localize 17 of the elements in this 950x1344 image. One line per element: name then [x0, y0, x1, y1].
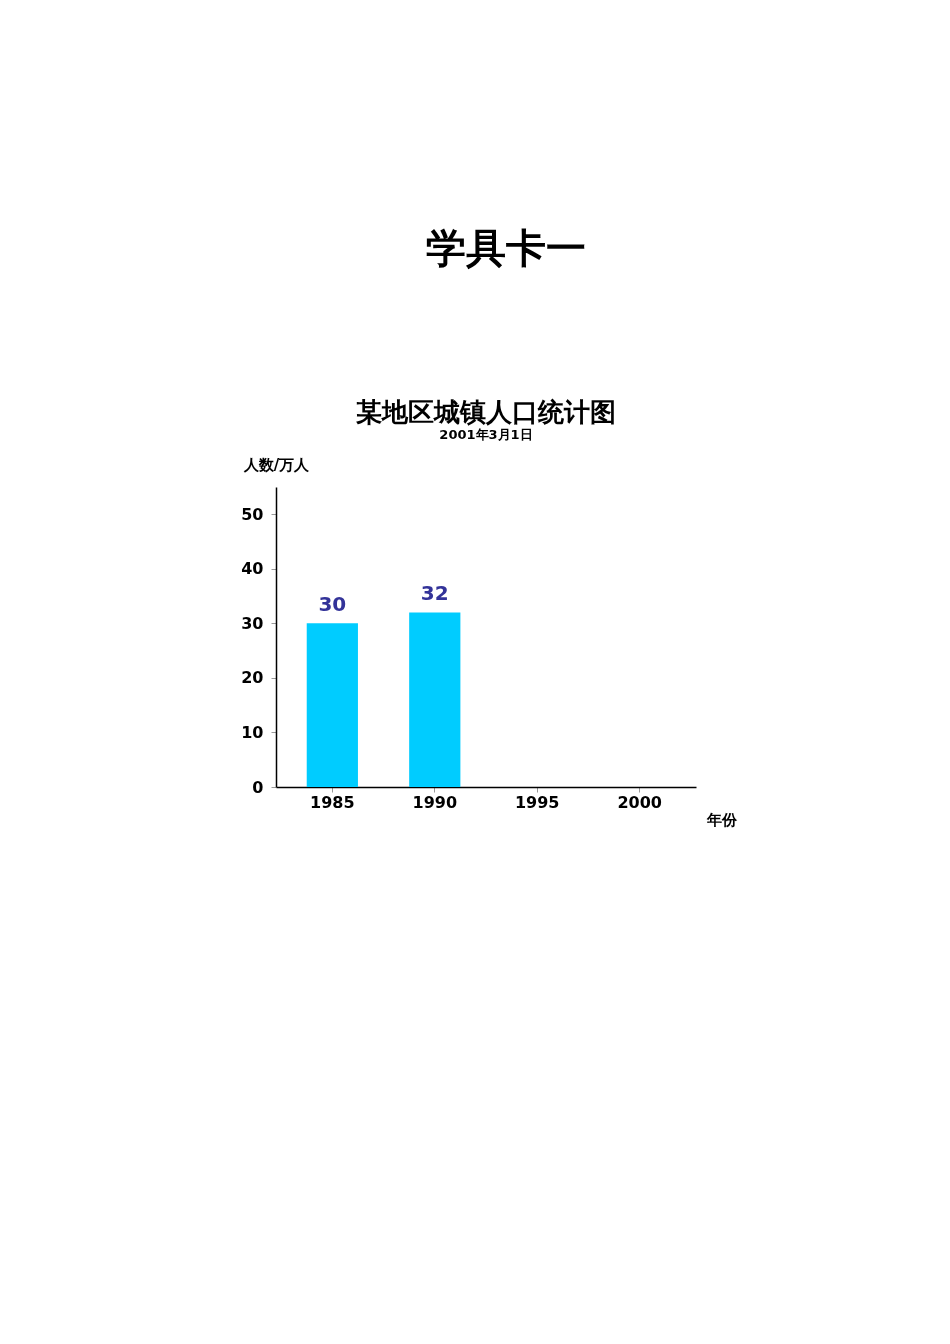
y-tick-label: 40 — [241, 559, 264, 579]
y-tick-label: 50 — [241, 504, 264, 524]
text: 学具卡一 — [426, 224, 586, 271]
x-tick-label: 2000 — [617, 792, 662, 812]
y-tick-label: 0 — [252, 777, 264, 797]
data-label: 30 — [318, 592, 347, 617]
y-tick-label: 10 — [241, 722, 264, 742]
chart-title: 某地区城镇人口统计图 — [356, 397, 616, 427]
data-label: 32 — [420, 581, 449, 606]
chart-subtitle: 2001年3月1日 — [439, 427, 533, 442]
y-axis-title: 人数/万人 — [242, 455, 311, 474]
x-tick-label: 1995 — [514, 792, 560, 812]
y-tick-label: 20 — [241, 668, 264, 688]
x-tick-label: 1985 — [310, 792, 355, 812]
x-tick-label: 1990 — [412, 792, 458, 812]
x-axis-title: 年份 — [705, 810, 738, 829]
y-tick-label: 30 — [241, 613, 264, 633]
